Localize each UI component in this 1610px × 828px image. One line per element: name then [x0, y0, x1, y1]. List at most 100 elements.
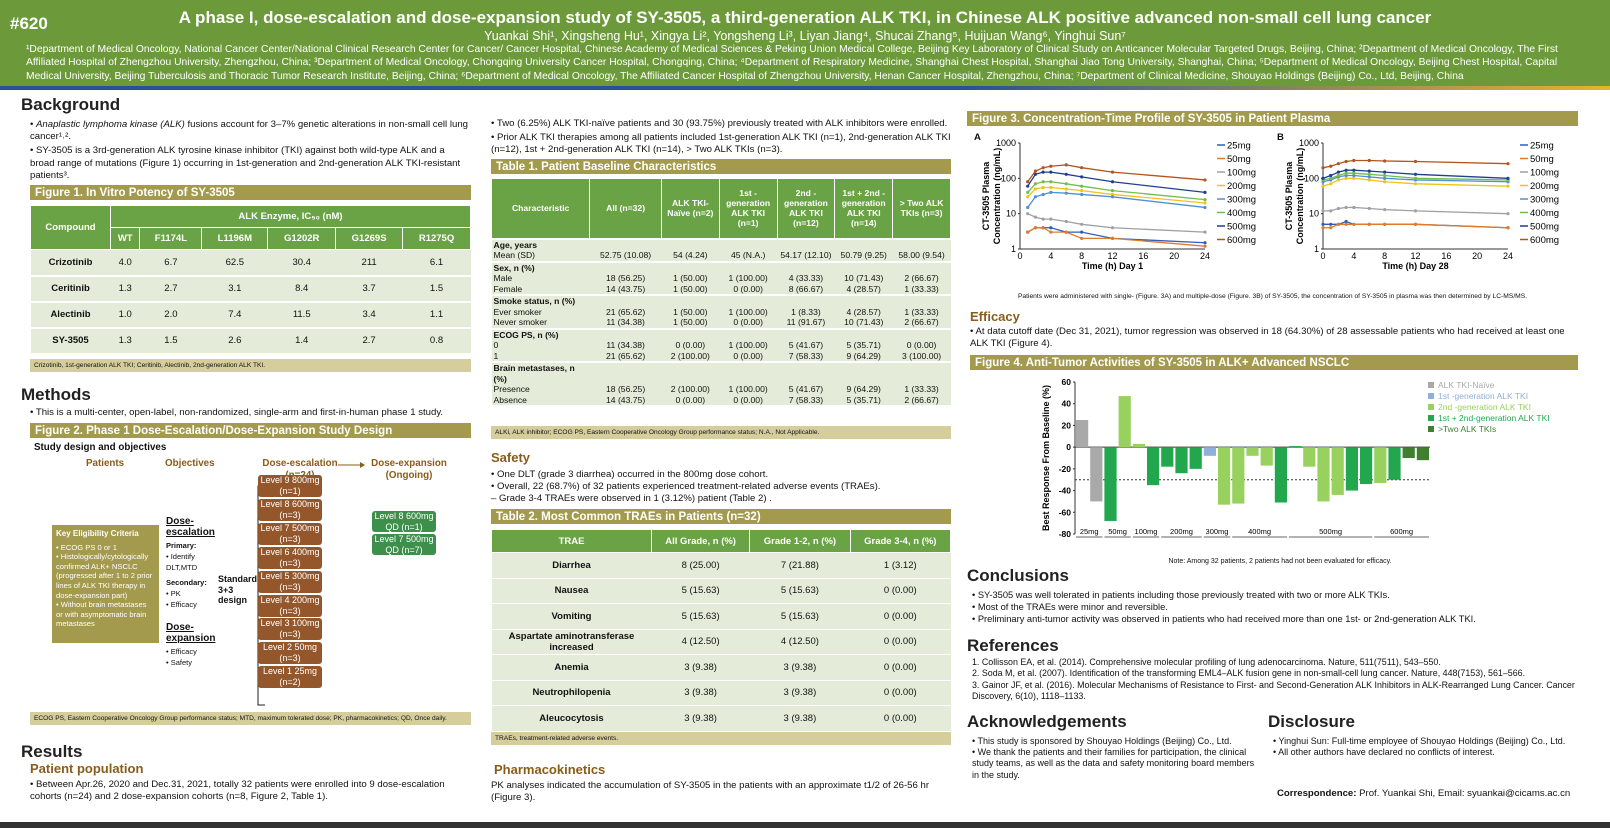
- data-point: [1110, 236, 1115, 240]
- table2-header: TRAE: [491, 529, 652, 553]
- eligibility-criteria-box: Key Eligibility Criteria • ECOG PS 0 or …: [52, 525, 159, 643]
- data-point: [1383, 180, 1387, 184]
- fig2-note: ECOG PS, Eastern Cooperative Oncology Gr…: [30, 712, 471, 725]
- table1-title: Table 1. Patient Baseline Characteristic…: [491, 159, 951, 176]
- data-point: [1080, 175, 1084, 179]
- cell-value: 3 (9.38): [651, 705, 750, 731]
- ic50-value: 1.0: [110, 301, 140, 329]
- ic50-value: 1.3: [110, 327, 140, 355]
- cell-value: 5 (15.63): [749, 603, 851, 629]
- data-point: [1506, 212, 1510, 216]
- table1-header: ALK TKI-Naïve (n=2): [660, 178, 720, 239]
- response-bar: [1331, 447, 1344, 495]
- data-point: [1336, 206, 1341, 211]
- pk-heading: Pharmacokinetics: [494, 762, 606, 777]
- cell-value: 7 (21.88): [749, 552, 851, 578]
- table-group-title: ECOG PS, n (%): [491, 327, 951, 340]
- response-bar: [1132, 443, 1145, 448]
- data-point: [1110, 170, 1115, 174]
- results-heading: Results: [21, 742, 83, 761]
- data-point: [1064, 187, 1068, 191]
- legend-label: 200mg: [1530, 181, 1559, 192]
- data-point: [1413, 209, 1418, 213]
- background-bullet-1: • Anaplastic lymphoma kinase (ALK) fusio…: [30, 119, 468, 143]
- data-point: [1413, 182, 1418, 186]
- legend-label: 200mg: [1227, 181, 1256, 192]
- data-point: [1352, 205, 1356, 210]
- data-point: [1026, 180, 1030, 184]
- cell-value: 1 (33.33): [892, 384, 951, 395]
- trae-name: Nausea: [491, 577, 652, 604]
- data-point: [1041, 166, 1045, 170]
- response-bar: [1189, 447, 1202, 469]
- legend-label: 600mg: [1530, 235, 1559, 246]
- data-point: [1064, 230, 1068, 234]
- y-tick-label: 10: [1006, 209, 1016, 219]
- legend-label: 50mg: [1227, 154, 1251, 165]
- header-divider: [0, 86, 1610, 90]
- cell-value: 0 (0.00): [850, 603, 951, 629]
- response-bar: [1388, 447, 1401, 480]
- y-axis-label: Best Response From Baseline (%): [1041, 385, 1051, 531]
- data-point: [1329, 182, 1333, 186]
- row-label: 1: [491, 350, 590, 362]
- fig1-note: Crizotinib, 1st-generation ALK TKI; Ceri…: [30, 359, 471, 372]
- series-line-25mg: [1027, 227, 1206, 244]
- table-group-title: Sex, n (%): [491, 260, 951, 273]
- references-heading: References: [967, 636, 1059, 655]
- group-title: Age, years: [491, 237, 590, 250]
- data-point: [1041, 192, 1045, 197]
- data-point: [1203, 190, 1207, 194]
- panel-b-label: B: [1277, 132, 1284, 143]
- y-axis-label: CT-3505 Plasma: [981, 161, 991, 231]
- col-g1202r: G1202R: [267, 227, 337, 250]
- col-r1275q: R1275Q: [402, 227, 471, 250]
- data-point: [1352, 222, 1356, 226]
- patient-population-heading: Patient population: [30, 761, 144, 776]
- col-compound: Compound: [30, 205, 111, 250]
- results-continued: • Two (6.25%) ALK TKI-naïve patients and…: [491, 118, 951, 159]
- ic50-value: 11.5: [267, 301, 336, 329]
- ic50-value: 1.1: [402, 301, 471, 329]
- table-row: Crizotinib 4.0 6.7 62.5 30.4 211 6.1: [30, 249, 471, 277]
- cell-value: 0 (0.00): [892, 340, 951, 351]
- y-axis-label-2: Concentration (ng/mL): [1295, 148, 1305, 245]
- footer-divider: [0, 822, 1610, 828]
- data-point: [1383, 173, 1387, 178]
- x-tick-label: 4: [1351, 251, 1356, 261]
- table1-header: All (n=32): [589, 178, 662, 239]
- data-point: [1049, 180, 1053, 184]
- disclosure-heading: Disclosure: [1268, 712, 1355, 731]
- data-point: [1506, 176, 1510, 180]
- dose-level-n: (n=3): [279, 653, 301, 664]
- ic50-value: 1.3: [110, 275, 140, 303]
- response-bar: [1076, 420, 1089, 448]
- response-bar: [1104, 447, 1117, 521]
- cell-value: 14 (43.75): [589, 283, 662, 295]
- fig3-title: Figure 3. Concentration-Time Profile of …: [967, 111, 1578, 128]
- cell-value: 2 (66.67): [892, 394, 951, 405]
- row-label: 0: [491, 340, 590, 351]
- data-point: [1026, 230, 1030, 234]
- data-point: [1041, 226, 1045, 230]
- x-tick-label: 24: [1200, 251, 1210, 261]
- y-axis-label-2: Concentration (ng/mL): [992, 148, 1002, 245]
- y-tick-label: 40: [1062, 399, 1072, 409]
- legend-label: 100mg: [1227, 168, 1256, 179]
- data-point: [1026, 195, 1030, 199]
- cell-value: 54 (4.24): [661, 250, 720, 262]
- cell-value: 4 (28.57): [834, 283, 893, 295]
- data-point: [1033, 226, 1038, 230]
- x-tick-label: 20: [1169, 251, 1179, 261]
- data-point: [1203, 244, 1207, 248]
- data-point: [1080, 230, 1084, 234]
- table-row: Alectinib 1.0 2.0 7.4 11.5 3.4 1.1: [30, 301, 471, 329]
- data-point: [1367, 206, 1371, 211]
- dose-level-label: Level 1 25mg: [262, 666, 318, 677]
- response-bar: [1303, 447, 1316, 467]
- data-point: [1344, 159, 1348, 164]
- cell-value: 21 (65.62): [589, 350, 662, 362]
- dose-level-box: Level 1 25mg (n=2): [258, 666, 322, 689]
- group-label: 100mg: [1135, 527, 1158, 536]
- cell-value: 1 (100.00): [719, 340, 778, 351]
